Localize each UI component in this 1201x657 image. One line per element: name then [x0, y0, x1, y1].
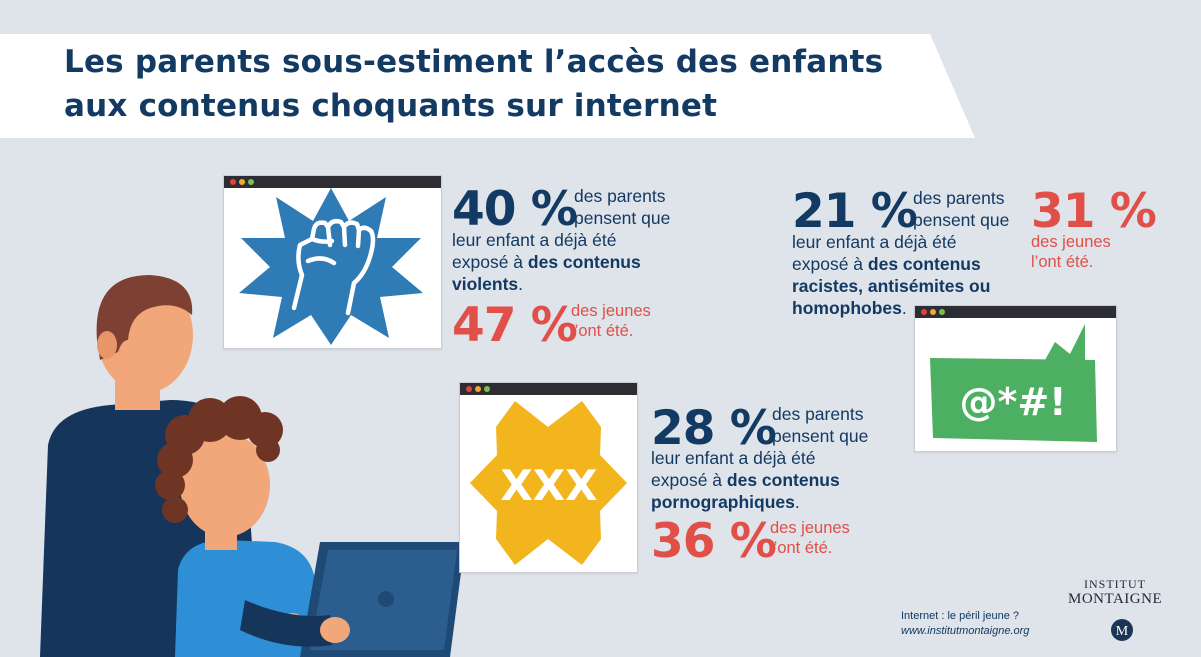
violent-line-3: violents. [452, 274, 524, 294]
montaigne-logo-icon: M [1111, 619, 1133, 641]
porn-parents-percent: 28 % [651, 401, 777, 456]
racist-description: leur enfant a déjà été exposé à des cont… [792, 231, 1021, 319]
violent-intro-2: pensent que [574, 208, 671, 228]
racist-line-4: homophobes. [792, 298, 907, 318]
footer-ref-title: Internet : le péril jeune ? [901, 610, 1020, 622]
violent-intro-1: des parents [574, 186, 666, 206]
minimize-dot-icon [475, 386, 481, 392]
child-hair [155, 396, 283, 523]
minimize-dot-icon [930, 309, 936, 315]
racist-youth-percent: 31 % [1031, 184, 1157, 239]
porn-intro-2: pensent que [772, 426, 869, 446]
violent-youth-label-1: des jeunes [571, 302, 651, 320]
bubble-text: @*#! [959, 380, 1066, 424]
window-titlebar [224, 176, 441, 188]
violent-youth-label-2: l’ont été. [571, 322, 634, 340]
logo-montaigne: MONTAIGNE [1068, 591, 1163, 607]
page-title-line-2: aux contenus choquants sur internet [64, 88, 718, 124]
footer-reference: Internet : le péril jeune ? www.institut… [901, 609, 1029, 639]
starburst-badge [239, 188, 423, 345]
violent-parents-percent: 40 % [452, 182, 578, 237]
racist-youth-label-1: des jeunes [1031, 233, 1111, 251]
porn-youth-label-1: des jeunes [770, 519, 850, 537]
title-banner [0, 34, 975, 138]
logo-institut: INSTITUT [1084, 577, 1146, 591]
xxx-text: XXX [500, 461, 597, 510]
maximize-dot-icon [484, 386, 490, 392]
porn-line-3: pornographiques. [651, 492, 800, 512]
racist-intro-2: pensent que [913, 210, 1010, 230]
racist-line-1: leur enfant a déjà été [792, 232, 957, 252]
violent-line-2: exposé à des contenus [452, 252, 641, 272]
maximize-dot-icon [939, 309, 945, 315]
porn-youth-percent: 36 % [651, 514, 777, 569]
parent-child-laptop-illustration [40, 275, 465, 657]
porn-line-2: exposé à des contenus [651, 470, 840, 490]
xxx-badge: XXX [470, 401, 627, 565]
racist-line-3: racistes, antisémites ou [792, 276, 991, 296]
svg-text:M: M [1116, 624, 1129, 639]
porn-intro-1: des parents [772, 404, 864, 424]
window-titlebar [460, 383, 637, 395]
violent-line-1: leur enfant a déjà été [452, 230, 617, 250]
speech-bubble-icon: @*#! [930, 324, 1097, 442]
porn-content-window: XXX [459, 382, 638, 573]
window-titlebar [915, 306, 1116, 318]
porn-line-1: leur enfant a déjà été [651, 448, 816, 468]
maximize-dot-icon [248, 179, 254, 185]
racist-content-window: @*#! [914, 305, 1117, 452]
violent-content-window [223, 175, 442, 349]
raised-fist-icon [291, 218, 376, 316]
racist-intro-1: des parents [913, 188, 1005, 208]
page-title-line-1: Les parents sous-estiment l’accès des en… [64, 44, 884, 80]
minimize-dot-icon [239, 179, 245, 185]
close-dot-icon [921, 309, 927, 315]
racist-youth-label-2: l’ont été. [1031, 253, 1094, 271]
violent-description: leur enfant a déjà été exposé à des cont… [452, 229, 680, 295]
porn-description: leur enfant a déjà été exposé à des cont… [651, 447, 880, 513]
child-head [180, 433, 270, 537]
close-dot-icon [230, 179, 236, 185]
footer-ref-url[interactable]: www.institutmontaigne.org [901, 625, 1030, 637]
violent-youth-percent: 47 % [452, 298, 578, 353]
close-dot-icon [466, 386, 472, 392]
racist-parents-percent: 21 % [792, 184, 918, 239]
porn-youth-label-2: l’ont été. [770, 539, 833, 557]
parent-hair [96, 275, 193, 360]
racist-line-2: exposé à des contenus [792, 254, 981, 274]
